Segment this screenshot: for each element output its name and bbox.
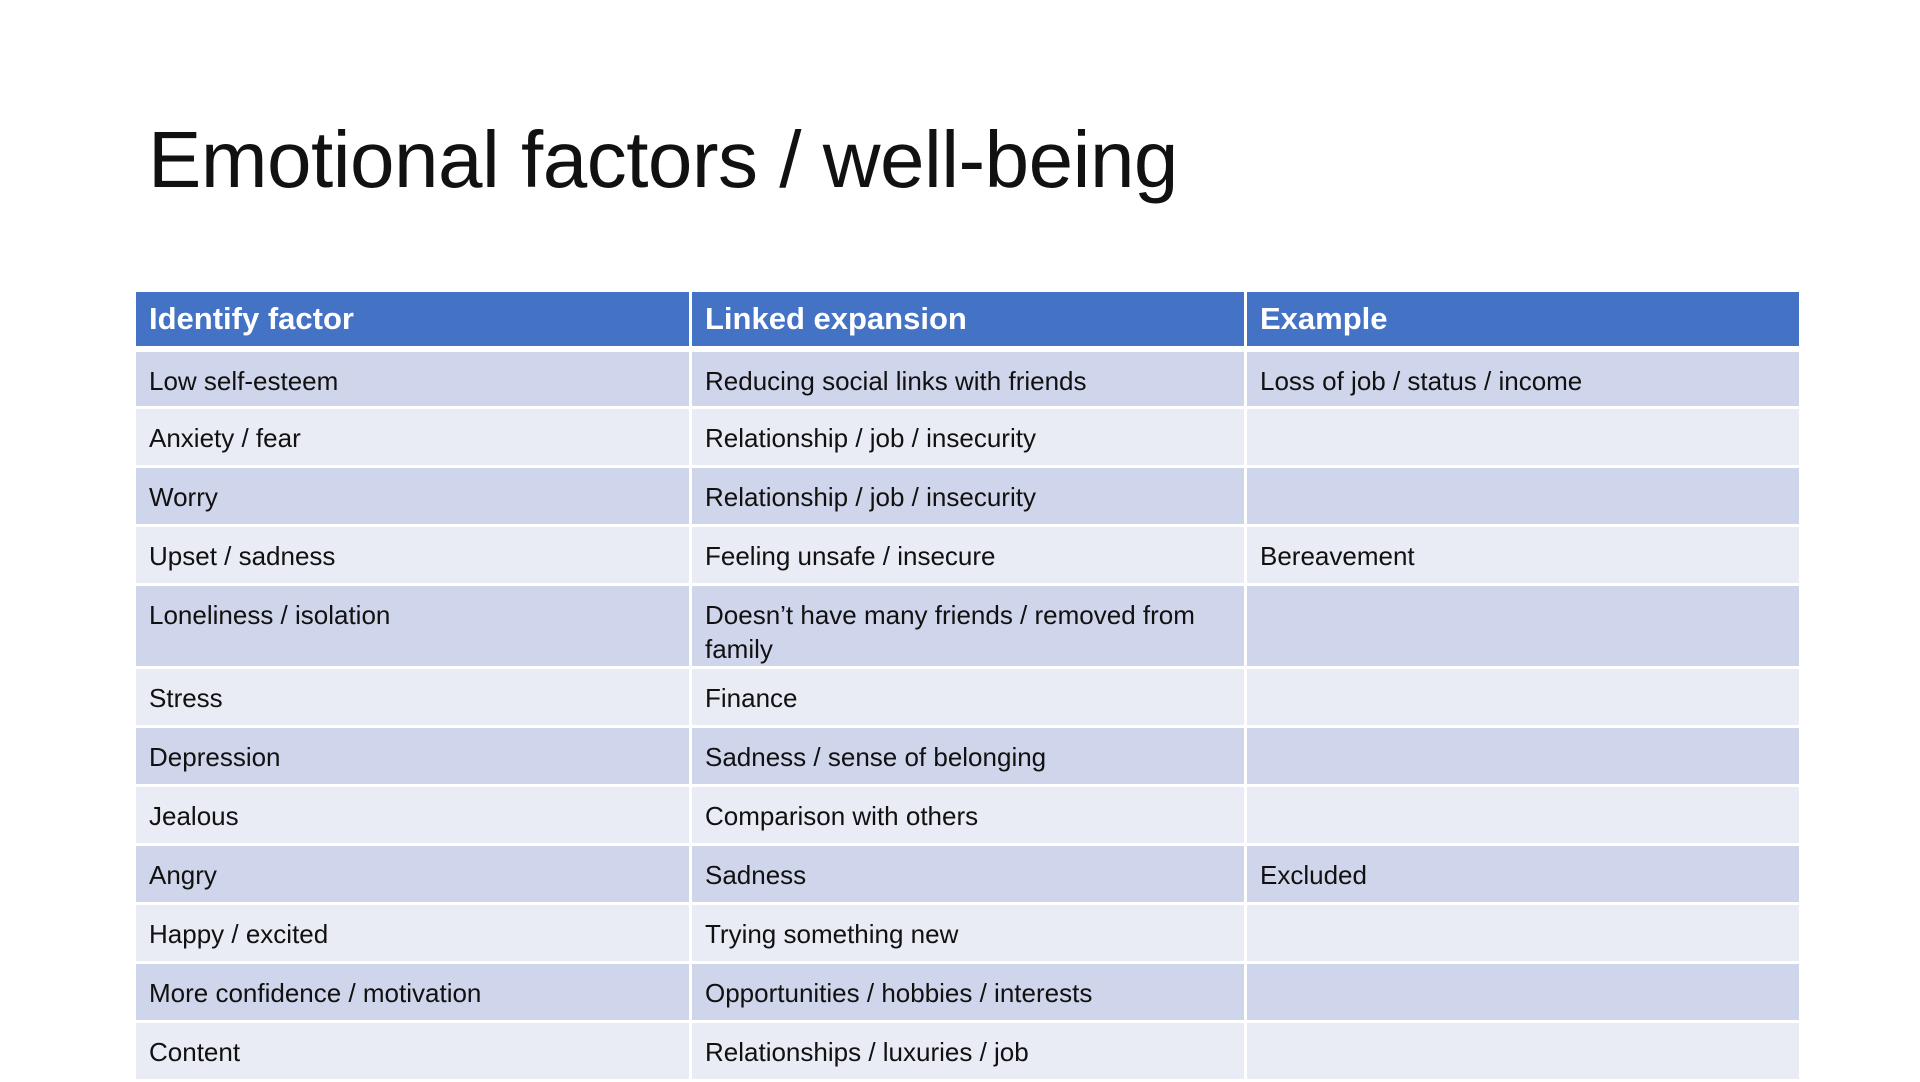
factor-cell: Content (133, 1020, 692, 1082)
example-cell (1244, 583, 1802, 669)
example-cell (1244, 784, 1802, 846)
factor-cell: Jealous (133, 784, 692, 846)
expansion-cell: Sadness / sense of belonging (689, 725, 1247, 787)
example-cell (1244, 406, 1802, 468)
expansion-cell: Relationships / luxuries / job (689, 1020, 1247, 1082)
table-row: Anxiety / fear Relationship / job / inse… (133, 406, 1802, 468)
factor-cell: Depression (133, 725, 692, 787)
factor-cell: Low self-esteem (133, 347, 692, 409)
table-header-row: Identify factor Linked expansion Example (133, 289, 1802, 352)
expansion-cell: Feeling unsafe / insecure (689, 524, 1247, 586)
expansion-cell: Relationship / job / insecurity (689, 465, 1247, 527)
table-row: Content Relationships / luxuries / job (133, 1020, 1802, 1082)
expansion-cell: Opportunities / hobbies / interests (689, 961, 1247, 1023)
example-cell (1244, 1020, 1802, 1082)
expansion-cell: Sadness (689, 843, 1247, 905)
expansion-cell: Relationship / job / insecurity (689, 406, 1247, 468)
factor-cell: Happy / excited (133, 902, 692, 964)
example-cell (1244, 465, 1802, 527)
table-row: Depression Sadness / sense of belonging (133, 725, 1802, 787)
factor-cell: Stress (133, 666, 692, 728)
example-cell: Excluded (1244, 843, 1802, 905)
header-example: Example (1244, 289, 1802, 352)
expansion-cell: Doesn’t have many friends / removed from… (689, 583, 1247, 669)
header-linked-expansion: Linked expansion (689, 289, 1247, 352)
factor-cell: Loneliness / isolation (133, 583, 692, 669)
table-row: More confidence / motivation Opportuniti… (133, 961, 1802, 1023)
table-row: Upset / sadness Feeling unsafe / insecur… (133, 524, 1802, 586)
expansion-cell: Comparison with others (689, 784, 1247, 846)
header-identify-factor: Identify factor (133, 289, 692, 352)
example-cell: Loss of job / status / income (1244, 347, 1802, 409)
factors-table: Identify factor Linked expansion Example… (133, 289, 1802, 1082)
slide-title: Emotional factors / well-being (148, 115, 1178, 204)
table-row: Happy / excited Trying something new (133, 902, 1802, 964)
expansion-cell: Trying something new (689, 902, 1247, 964)
factor-cell: Upset / sadness (133, 524, 692, 586)
factor-cell: Angry (133, 843, 692, 905)
factor-cell: Worry (133, 465, 692, 527)
example-cell (1244, 725, 1802, 787)
table-row: Jealous Comparison with others (133, 784, 1802, 846)
example-cell (1244, 961, 1802, 1023)
example-cell (1244, 666, 1802, 728)
example-cell: Bereavement (1244, 524, 1802, 586)
table-row: Low self-esteem Reducing social links wi… (133, 347, 1802, 409)
table-row: Loneliness / isolation Doesn’t have many… (133, 583, 1802, 669)
table-row: Angry Sadness Excluded (133, 843, 1802, 905)
factor-cell: More confidence / motivation (133, 961, 692, 1023)
expansion-cell: Finance (689, 666, 1247, 728)
factor-cell: Anxiety / fear (133, 406, 692, 468)
table-row: Worry Relationship / job / insecurity (133, 465, 1802, 527)
example-cell (1244, 902, 1802, 964)
expansion-cell: Reducing social links with friends (689, 347, 1247, 409)
table-row: Stress Finance (133, 666, 1802, 728)
